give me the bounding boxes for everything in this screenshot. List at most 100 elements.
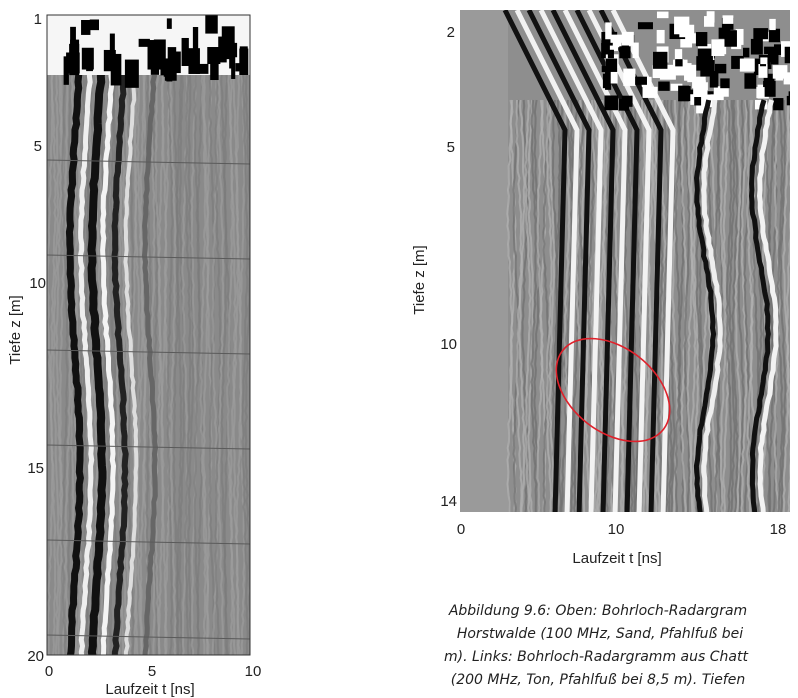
texture xyxy=(612,39,622,48)
texture xyxy=(86,58,93,72)
x-axis-label: Laufzeit t [ns] xyxy=(572,550,661,567)
texture xyxy=(562,10,628,512)
caption-line: Horstwalde (100 MHz, Sand, Pfahlfuß bei xyxy=(457,626,743,642)
texture xyxy=(767,50,779,63)
texture xyxy=(530,99,538,512)
texture xyxy=(169,74,177,655)
texture xyxy=(788,91,790,99)
texture xyxy=(706,11,715,23)
texture xyxy=(77,69,95,655)
texture xyxy=(139,74,147,655)
texture xyxy=(782,100,790,512)
y-tick-label: 10 xyxy=(440,336,457,353)
texture xyxy=(784,46,790,64)
texture xyxy=(686,99,694,512)
texture xyxy=(126,62,134,77)
texture xyxy=(755,99,763,512)
texture xyxy=(66,52,80,74)
texture xyxy=(244,74,250,655)
texture xyxy=(133,74,141,655)
texture xyxy=(184,74,192,655)
texture xyxy=(623,68,636,86)
texture xyxy=(658,81,670,91)
texture xyxy=(767,99,775,512)
texture xyxy=(725,99,733,512)
texture xyxy=(47,539,250,545)
texture xyxy=(744,73,757,89)
texture xyxy=(160,58,169,76)
texture xyxy=(722,99,730,512)
texture xyxy=(167,47,177,70)
texture xyxy=(202,74,210,655)
texture xyxy=(210,62,219,81)
texture xyxy=(47,74,54,655)
texture xyxy=(49,74,57,655)
texture xyxy=(164,63,177,81)
texture xyxy=(166,74,174,655)
texture xyxy=(506,99,514,512)
texture xyxy=(683,100,691,512)
texture xyxy=(743,47,750,58)
texture xyxy=(70,26,76,48)
texture xyxy=(763,73,775,87)
texture xyxy=(696,97,708,114)
texture xyxy=(776,99,784,512)
texture xyxy=(701,99,723,512)
texture xyxy=(460,10,508,512)
texture xyxy=(601,66,609,73)
y-tick-label: 15 xyxy=(27,460,44,477)
y-tick-label: 20 xyxy=(27,648,44,665)
texture xyxy=(590,99,598,512)
texture xyxy=(518,99,526,512)
texture xyxy=(677,99,685,512)
x-tick-label: 0 xyxy=(457,521,465,538)
texture xyxy=(545,99,553,512)
texture xyxy=(141,69,159,655)
texture xyxy=(110,53,122,86)
y-axis-label: Tiefe z [m] xyxy=(411,245,428,314)
texture xyxy=(241,74,249,655)
texture xyxy=(524,99,532,512)
texture xyxy=(229,74,237,655)
texture xyxy=(147,40,162,70)
texture xyxy=(637,22,653,30)
y-tick-label: 14 xyxy=(440,493,457,510)
texture xyxy=(235,63,244,72)
texture xyxy=(662,99,670,512)
texture xyxy=(761,99,769,512)
texture xyxy=(779,99,787,512)
texture xyxy=(763,81,776,97)
texture xyxy=(756,99,779,512)
texture xyxy=(698,80,706,93)
texture xyxy=(740,99,748,512)
texture xyxy=(720,78,730,89)
texture xyxy=(675,59,683,67)
texture xyxy=(121,74,129,655)
texture xyxy=(695,32,708,47)
texture xyxy=(724,30,737,47)
texture xyxy=(166,18,172,29)
texture xyxy=(239,48,249,75)
texture xyxy=(207,47,221,65)
texture xyxy=(47,349,250,355)
texture xyxy=(756,87,765,99)
texture xyxy=(684,63,692,81)
texture xyxy=(136,74,144,655)
texture xyxy=(735,28,744,45)
texture xyxy=(714,63,727,74)
texture xyxy=(710,99,718,512)
texture xyxy=(527,99,535,512)
texture xyxy=(693,99,717,512)
texture xyxy=(610,67,618,84)
texture xyxy=(642,86,658,98)
texture xyxy=(734,100,742,512)
x-axis-label: Laufzeit t [ns] xyxy=(105,681,194,698)
texture xyxy=(502,10,568,512)
texture xyxy=(193,75,201,655)
texture xyxy=(605,58,618,72)
texture xyxy=(697,48,713,63)
texture xyxy=(89,19,100,31)
texture xyxy=(175,75,183,655)
texture xyxy=(717,86,729,97)
